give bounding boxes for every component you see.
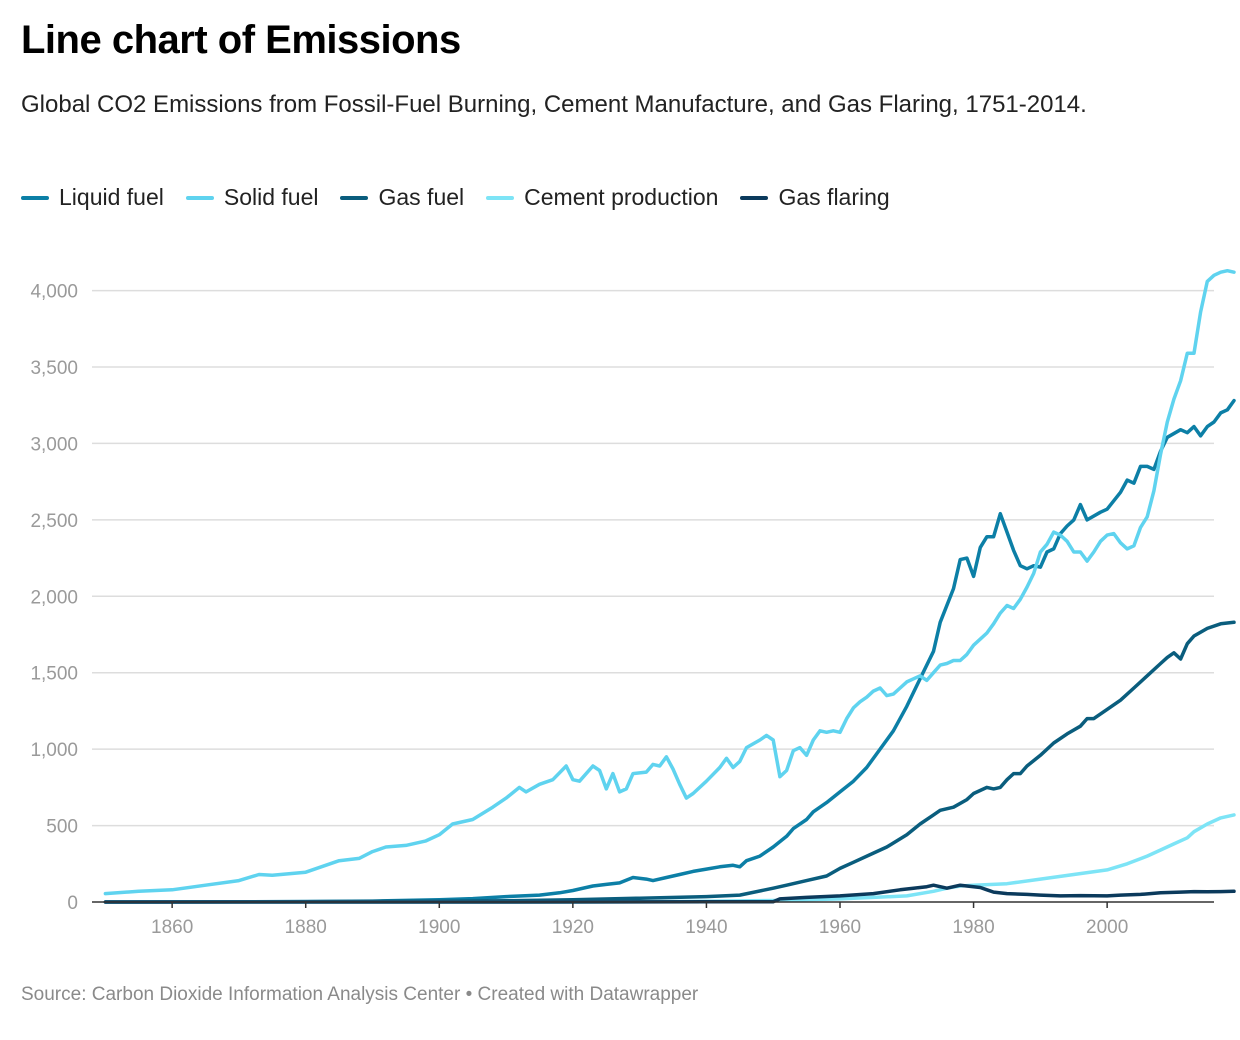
series-line-cement-production [103,813,1236,904]
axes: 0 500 1,000 1,500 2,000 2,500 3,000 3,500 4,000 1… [30,282,1214,938]
legend-item-cement-production: Cement production [486,184,718,211]
y-tick-label: 3,000 [30,434,78,455]
legend-item-gas-fuel: Gas fuel [340,184,464,211]
y-tick-label: 2,500 [30,511,78,532]
x-tick-label: 1920 [552,917,594,938]
legend-label: Gas fuel [378,184,465,210]
series-line-gas-fuel [103,620,1236,904]
legend-label: Liquid fuel [59,184,164,210]
x-tick-label: 1900 [418,917,460,938]
series-lines [103,268,1236,904]
chart-legend: Liquid fuel Solid fuel Gas fuel Cement prod… [21,184,912,211]
legend-item-liquid-fuel: Liquid fuel [21,184,164,211]
series-line-gas-flaring [103,883,1236,904]
legend-swatch [740,195,769,200]
x-tick-label: 2000 [1086,917,1128,938]
legend-label: Cement production [524,184,719,210]
legend-swatch [340,195,369,200]
x-tick-label: 1960 [819,917,861,938]
y-tick-label: 500 [46,817,78,838]
x-tick-label: 1860 [151,917,193,938]
y-tick-label: 3,500 [30,358,78,379]
x-tick-label: 1940 [685,917,727,938]
y-tick-label: 0 [67,893,78,914]
legend-swatch [486,195,515,200]
line-chart: 0 500 1,000 1,500 2,000 2,500 3,000 3,500 4,000 1… [30,268,1236,938]
y-tick-label: 1,000 [30,740,78,761]
legend-swatch [21,195,49,200]
x-tick-label: 1980 [952,917,994,938]
gridlines [92,289,1214,827]
x-tick-label: 1880 [285,917,327,938]
source-note: Source: Carbon Dioxide Information Analy… [21,984,699,1005]
legend-label: Solid fuel [223,184,319,210]
legend-item-gas-flaring: Gas flaring [740,184,890,211]
legend-swatch [185,195,214,200]
legend-item-solid-fuel: Solid fuel [185,184,319,211]
legend-label: Gas flaring [778,184,890,210]
series-line-liquid-fuel [103,398,1236,904]
chart-title: Line chart of Emissions [21,18,461,62]
chart-subtitle: Global CO2 Emissions from Fossil-Fuel Bu… [21,91,1087,118]
y-tick-label: 2,000 [30,587,78,608]
y-tick-label: 4,000 [30,282,78,303]
y-tick-label: 1,500 [30,664,78,685]
series-line-solid-fuel [103,268,1236,896]
